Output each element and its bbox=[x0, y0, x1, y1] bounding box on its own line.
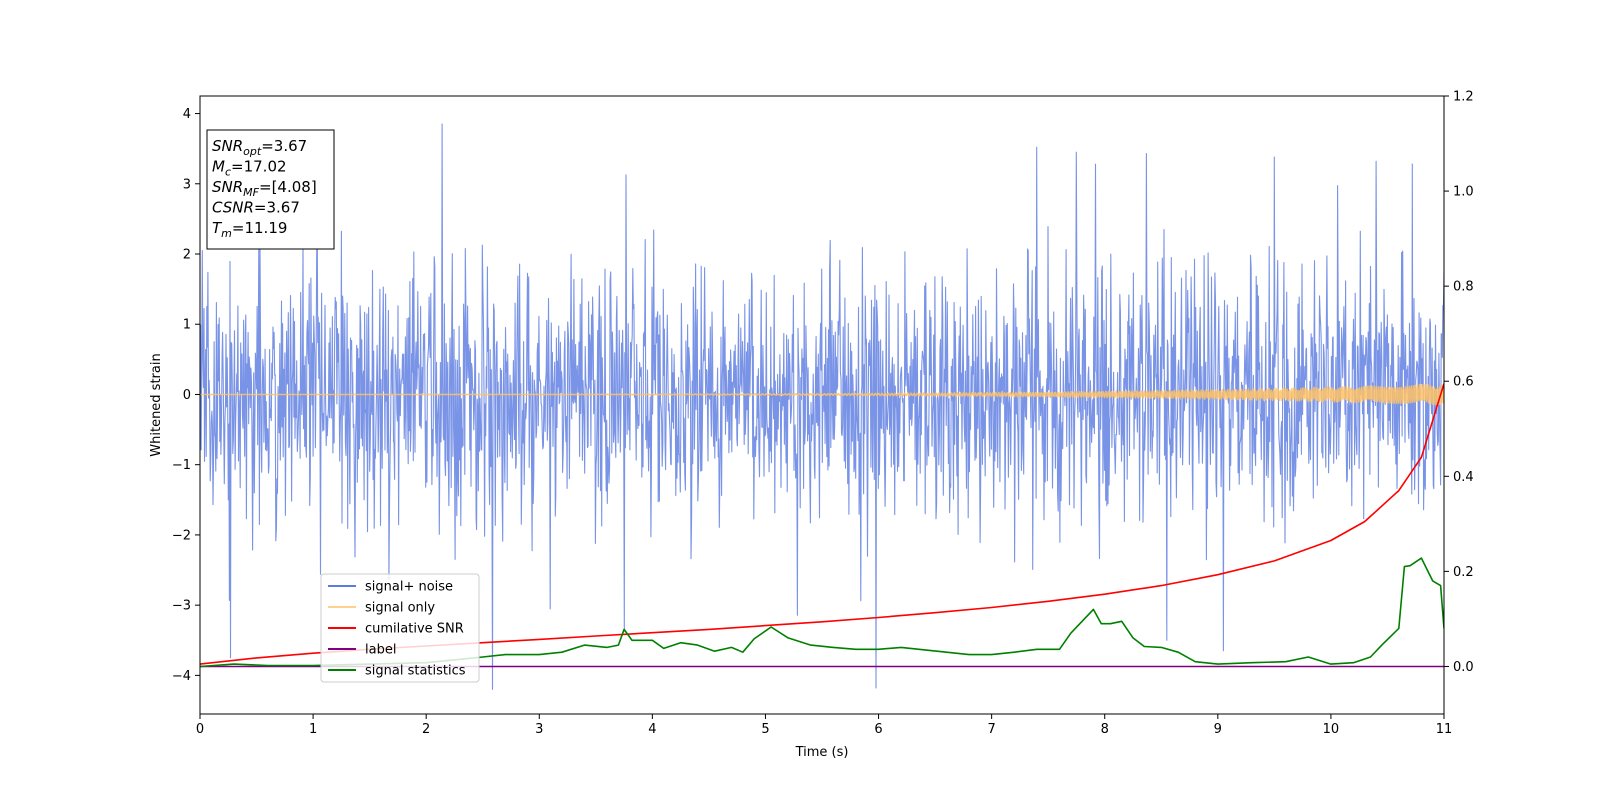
annotation-line: Mc=17.02 bbox=[212, 158, 287, 179]
plot-frame bbox=[199, 95, 1445, 715]
series-line-1 bbox=[200, 383, 1444, 406]
y2-tick-label: 1.2 bbox=[1453, 90, 1474, 105]
legend-entry: signal+ noise bbox=[365, 580, 453, 595]
x-tick-label: 8 bbox=[1101, 722, 1109, 737]
x-tick-label: 5 bbox=[761, 722, 769, 737]
legend: signal+ noise signal only cumilative SNR la… bbox=[320, 573, 480, 683]
axes: 0 1 2 3 4 5 6 7 8 9 10 1143210−1−2−3−41.21.00.80.60… bbox=[172, 90, 1474, 738]
legend-frame bbox=[320, 573, 480, 683]
x-tick-label: 3 bbox=[535, 722, 543, 737]
y-tick-label: −4 bbox=[172, 669, 191, 684]
legend-entry: cumilative SNR bbox=[365, 622, 464, 637]
legend-entry: signal only bbox=[365, 601, 435, 616]
annotation-line: SNRopt=3.67 bbox=[212, 137, 307, 158]
y2-tick-label: 0.2 bbox=[1453, 565, 1474, 580]
y2-tick-label: 0.6 bbox=[1453, 375, 1474, 390]
y2-tick-label: 0.4 bbox=[1453, 470, 1474, 485]
y2-tick-label: 1.0 bbox=[1453, 185, 1474, 200]
y2-tick-label: 0.8 bbox=[1453, 280, 1474, 295]
y-axis-label: Whitened strain bbox=[149, 353, 164, 456]
y-tick-label: 2 bbox=[183, 248, 191, 263]
x-tick-label: 9 bbox=[1214, 722, 1222, 737]
x-tick-label: 2 bbox=[422, 722, 430, 737]
y-tick-label: 0 bbox=[183, 388, 191, 403]
x-tick-label: 4 bbox=[648, 722, 656, 737]
annotation-frame bbox=[206, 129, 335, 250]
x-tick-label: 1 bbox=[309, 722, 317, 737]
y-tick-label: 1 bbox=[183, 318, 191, 333]
y2-tick-label: 0.0 bbox=[1453, 660, 1474, 675]
x-tick-label: 11 bbox=[1436, 722, 1453, 737]
y-tick-label: 3 bbox=[183, 177, 191, 192]
series-line-4 bbox=[200, 557, 1444, 668]
x-tick-label: 0 bbox=[196, 722, 204, 737]
x-tick-label: 10 bbox=[1323, 722, 1340, 737]
annotation-line: CSNR=3.67 bbox=[212, 199, 300, 217]
y-tick-label: −3 bbox=[172, 599, 191, 614]
annotation-box: SNRopt=3.67Mc=17.02SNRMF=[4.08]CSNR=3.67… bbox=[206, 129, 335, 250]
series-line-0 bbox=[200, 123, 1444, 690]
x-tick-label: 6 bbox=[874, 722, 882, 737]
x-axis-label: Time (s) bbox=[795, 745, 849, 760]
legend-entry: label bbox=[365, 643, 396, 658]
y-tick-label: −1 bbox=[172, 458, 191, 473]
y-tick-label: −2 bbox=[172, 528, 191, 543]
annotation-line: Tm=11.19 bbox=[212, 219, 287, 240]
x-tick-label: 7 bbox=[987, 722, 995, 737]
y-tick-label: 4 bbox=[183, 107, 191, 122]
legend-entry: signal statistics bbox=[365, 664, 466, 679]
annotation-line: SNRMF=[4.08] bbox=[212, 178, 317, 199]
